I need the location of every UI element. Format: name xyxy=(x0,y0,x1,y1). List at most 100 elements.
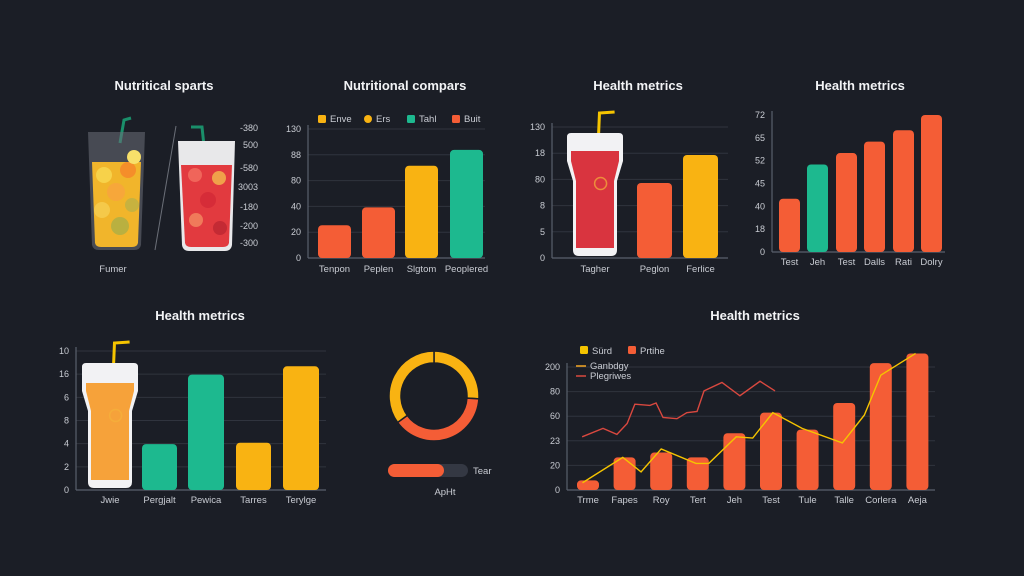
legend-label: Enve xyxy=(330,114,352,125)
legend-swatch xyxy=(452,115,460,123)
y-tick-label: 80 xyxy=(550,387,560,397)
x-tick-label: Trme xyxy=(577,495,599,506)
scale-label: -200 xyxy=(240,221,258,231)
y-tick-label: 0 xyxy=(296,253,301,263)
y-tick-label: 130 xyxy=(286,124,301,134)
x-tick-label: Dalls xyxy=(864,257,885,268)
legend-label: Sürd xyxy=(592,346,612,357)
x-tick-label: Test xyxy=(838,257,856,268)
legend-swatch xyxy=(580,346,588,354)
x-tick-label: Jwie xyxy=(100,495,119,506)
y-tick-label: 40 xyxy=(755,201,765,211)
y-tick-label: 20 xyxy=(291,227,301,237)
x-tick-label: Slgtom xyxy=(407,264,437,275)
y-tick-label: 0 xyxy=(555,485,560,495)
scale-label: -300 xyxy=(240,238,258,248)
scale-label: 500 xyxy=(243,140,258,150)
scale-label: -580 xyxy=(240,163,258,173)
legend-swatch xyxy=(628,346,636,354)
bar xyxy=(236,442,271,490)
glass-emblem-icon xyxy=(108,408,123,423)
y-tick-label: 0 xyxy=(540,253,545,263)
x-tick-label: Test xyxy=(781,257,799,268)
bar xyxy=(836,153,857,252)
bar xyxy=(921,115,942,252)
x-tick-label: Jeh xyxy=(810,257,825,268)
bar xyxy=(577,480,599,490)
bar xyxy=(833,403,856,490)
donut-panel: Tear ApHt xyxy=(388,350,491,498)
bar xyxy=(650,452,673,490)
scale-label: 3003 xyxy=(238,182,258,192)
chart-health-metrics-combo: Health metrics 0 20 23 60 80 200 Trme Fapes Roy T… xyxy=(545,308,935,506)
y-tick-label: 2 xyxy=(64,462,69,472)
chart-health-metrics-2: Health metrics 0 18 40 45 52 65 72 Test Jeh Test D… xyxy=(755,78,945,268)
x-tick-label: Aeja xyxy=(908,495,928,506)
y-tick-label: 4 xyxy=(64,439,69,449)
y-tick-label: 23 xyxy=(550,436,560,446)
bar xyxy=(637,183,672,258)
y-tick-label: 40 xyxy=(291,201,301,211)
legend-label: Prtihe xyxy=(640,346,665,357)
y-tick-label: 20 xyxy=(550,460,560,470)
donut-segment xyxy=(388,350,435,424)
y-tick-label: 80 xyxy=(291,176,301,186)
drink-glass-icon xyxy=(567,110,623,256)
legend-swatch xyxy=(318,115,326,123)
bar xyxy=(613,457,636,490)
x-tick-label: Roy xyxy=(653,495,670,506)
x-tick-label: Peglon xyxy=(640,264,670,275)
y-tick-label: 60 xyxy=(550,411,560,421)
bar xyxy=(283,366,319,490)
chart-nutritional-compars: Nutritional compars Enve Ers Tahl Buit 0 20 40… xyxy=(286,78,488,275)
series-line xyxy=(581,380,776,438)
chart-title: Health metrics xyxy=(593,78,683,93)
chart-title: Nutritional compars xyxy=(344,78,467,93)
x-tick-label: Tenpon xyxy=(319,264,350,275)
y-tick-label: 0 xyxy=(760,247,765,257)
donut-label: ApHt xyxy=(434,487,455,498)
scale-label: -380 xyxy=(240,123,258,133)
y-tick-label: 10 xyxy=(59,346,69,356)
bar xyxy=(686,457,709,490)
x-tick-label: Dolry xyxy=(920,257,942,268)
divider-line xyxy=(154,125,177,251)
bar xyxy=(893,130,914,252)
fruit-drink-glass-icon xyxy=(88,116,145,250)
legend-label: Buit xyxy=(464,114,481,125)
x-tick-label: Pergjalt xyxy=(143,495,176,506)
y-tick-label: 8 xyxy=(64,416,69,426)
series-line xyxy=(582,352,916,484)
legend-label: Tahl xyxy=(419,114,436,125)
bar xyxy=(906,353,929,490)
x-tick-label: Rati xyxy=(895,257,912,268)
x-tick-label: Talle xyxy=(834,495,854,506)
y-tick-label: 200 xyxy=(545,362,560,372)
x-tick-label: Jeh xyxy=(727,495,742,506)
x-tick-label: Ferlice xyxy=(686,264,715,275)
bar xyxy=(362,207,395,258)
x-tick-label: Tarres xyxy=(240,495,267,506)
glass-fill xyxy=(86,382,134,480)
x-tick-label: Tert xyxy=(690,495,706,506)
chart-health-metrics-1: Health metrics 0 5 8 80 18 130 Tagher Peglon Fer… xyxy=(530,78,728,275)
bar xyxy=(723,433,746,490)
x-tick-label: Corlera xyxy=(865,495,897,506)
x-tick-label: Pewica xyxy=(191,495,222,506)
y-tick-label: 72 xyxy=(755,110,765,120)
y-tick-label: 18 xyxy=(535,148,545,158)
legend-label: Ers xyxy=(376,114,391,125)
chart-title: Health metrics xyxy=(155,308,245,323)
bar xyxy=(869,363,892,490)
x-tick-label: Terylge xyxy=(286,495,317,506)
y-tick-label: 18 xyxy=(755,224,765,234)
y-tick-label: 65 xyxy=(755,133,765,143)
x-tick-label: Tule xyxy=(799,495,817,506)
legend-swatch xyxy=(364,115,372,123)
y-tick-label: 6 xyxy=(64,392,69,402)
illustration-label: Fumer xyxy=(99,264,126,275)
bar xyxy=(779,198,800,252)
y-tick-label: 45 xyxy=(755,179,765,189)
bar xyxy=(807,164,828,252)
